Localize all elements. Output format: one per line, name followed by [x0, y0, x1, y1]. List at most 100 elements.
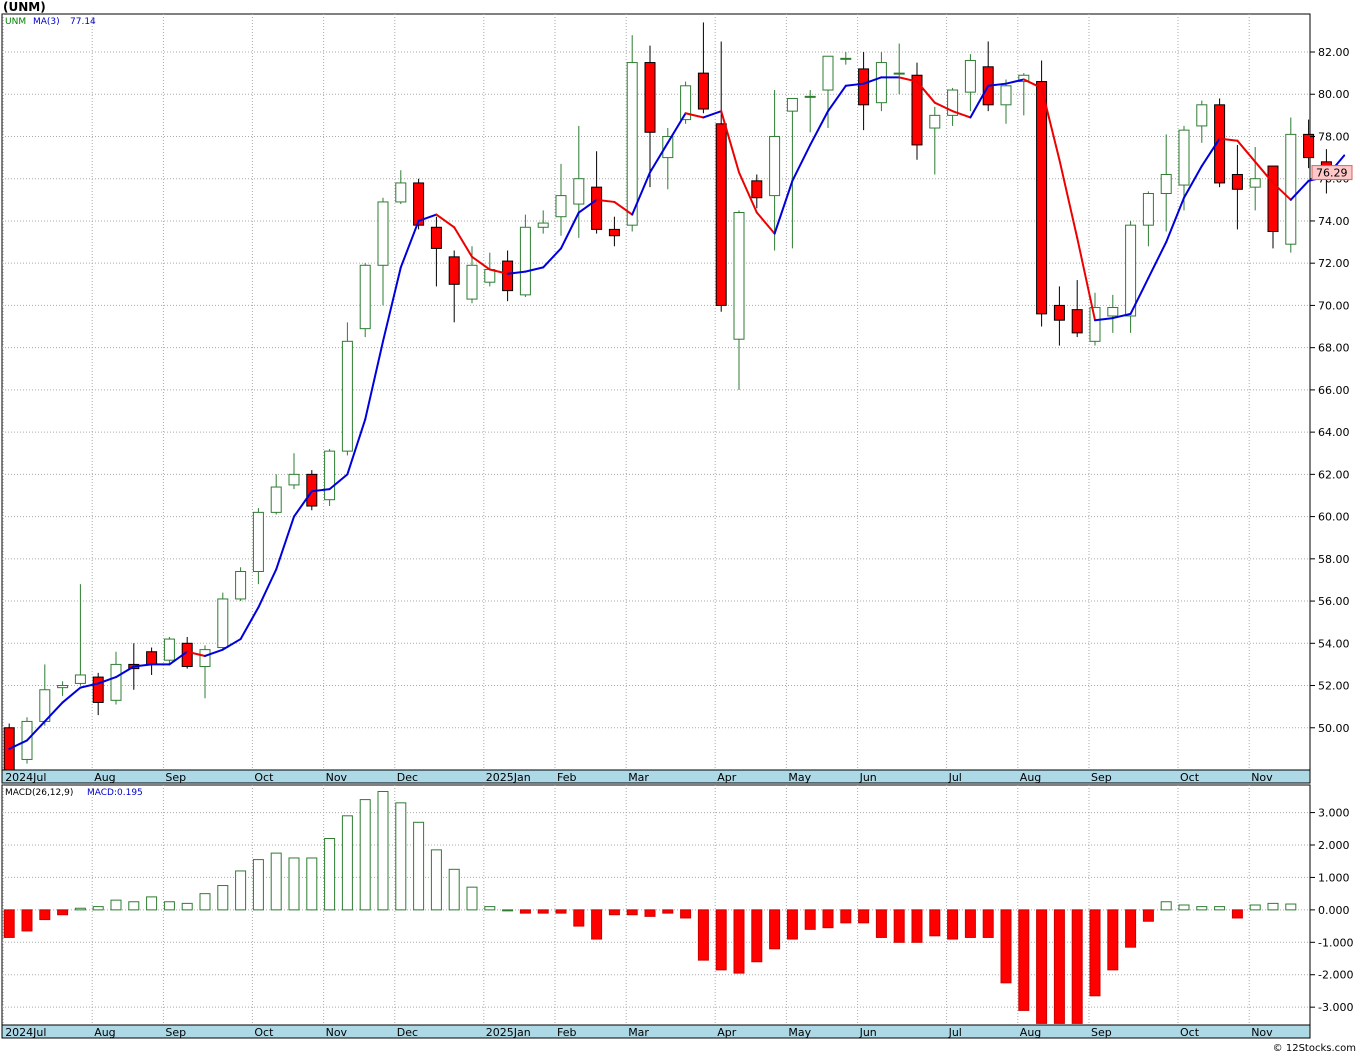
chart-title: (UNM) — [3, 0, 46, 14]
macd-bar — [235, 870, 247, 911]
macd-x-tick-label: Mar — [628, 1026, 649, 1039]
ma-segment — [506, 270, 527, 275]
candle-body — [502, 260, 514, 292]
macd-x-tick-label: Jun — [859, 1026, 877, 1039]
macd-bars — [3, 790, 1297, 1024]
candle — [1071, 280, 1083, 338]
candle-body — [199, 649, 211, 668]
price-y-tick-label: 50.00 — [1318, 722, 1350, 735]
ma-segment — [1165, 196, 1185, 244]
macd-bar — [680, 909, 692, 919]
macd-bar — [947, 909, 959, 940]
macd-bar — [697, 909, 709, 961]
ma-segment — [560, 211, 580, 250]
candle — [964, 54, 976, 112]
price-x-tick-label: Mar — [628, 771, 649, 784]
candle — [1214, 98, 1226, 188]
ma-segment — [328, 473, 349, 491]
ma-segment — [755, 211, 776, 235]
ma-segment — [595, 198, 616, 203]
macd-x-axis: 2024Jul Aug Sep Oct Nov Dec 2025Jan Feb Mar Apr Ma… — [5, 1026, 1273, 1039]
ma-segment — [204, 648, 224, 657]
macd-bar — [1107, 909, 1119, 971]
macd-bar — [573, 909, 585, 927]
ma-segment — [720, 110, 740, 174]
candle-body — [608, 228, 620, 237]
candle — [822, 55, 834, 129]
candle-body — [395, 182, 407, 203]
macd-bar — [982, 909, 994, 938]
candle — [1231, 144, 1243, 230]
candle-body — [644, 62, 656, 133]
ma-segment — [524, 266, 545, 273]
price-x-tick-label: Jul — [948, 771, 962, 784]
candle — [893, 43, 905, 95]
price-x-tick-label: Nov — [1251, 771, 1273, 784]
candle-body — [662, 135, 674, 159]
candle-body — [1178, 129, 1190, 186]
candle — [1249, 147, 1261, 211]
candle — [74, 584, 86, 686]
ma-segment — [8, 739, 28, 750]
ma-segment — [221, 638, 242, 651]
ma-segment — [969, 84, 990, 119]
macd-bar — [1089, 909, 1101, 997]
ma-segment — [1022, 78, 1043, 89]
price-plot-frame — [1, 13, 1311, 771]
macd-legend-name: MACD(26,12,9) — [5, 788, 73, 798]
legend-ma-value: 77.14 — [70, 17, 96, 27]
macd-panel: -3.000 -2.000 -1.000 0.000 1.000 2.000 3.000 2… — [1, 784, 1353, 1039]
macd-bar — [822, 909, 834, 929]
macd-bar — [555, 909, 567, 914]
macd-bar — [1053, 909, 1065, 1024]
ma-segment — [275, 515, 295, 571]
ma-segment — [791, 143, 812, 182]
price-y-tick-label: 82.00 — [1318, 46, 1350, 59]
ma-segment — [1005, 78, 1025, 85]
candle — [359, 263, 371, 338]
ma-segment — [1218, 137, 1239, 142]
candle — [341, 322, 353, 456]
price-x-tick-label: Aug — [1020, 771, 1041, 784]
candle — [751, 174, 763, 209]
candle — [858, 52, 870, 131]
macd-bar — [1285, 903, 1297, 911]
candle — [1196, 100, 1208, 143]
price-x-tick-label: Sep — [165, 771, 186, 784]
macd-bar — [39, 909, 51, 921]
candle-body — [786, 97, 798, 112]
candle — [1285, 117, 1297, 253]
candle-body — [359, 264, 371, 330]
macd-bar — [217, 885, 229, 911]
candle — [288, 453, 300, 490]
ma-segment — [1200, 137, 1221, 168]
candle-body — [1089, 307, 1101, 342]
ma-segment — [26, 720, 46, 742]
macd-bar — [502, 909, 514, 912]
candle-body — [697, 72, 709, 110]
ma-segment — [631, 171, 651, 216]
candle — [947, 87, 959, 126]
candle-body — [1249, 178, 1261, 188]
ma-segment — [1254, 160, 1274, 184]
candle-body — [893, 72, 905, 75]
candle-body — [57, 685, 69, 689]
price-y-tick-label: 60.00 — [1318, 511, 1350, 524]
ma-segment — [666, 112, 687, 144]
ma-segment — [382, 266, 402, 343]
ma-segment — [435, 213, 456, 229]
ma-segment — [1111, 312, 1132, 320]
candle — [840, 52, 852, 65]
ma-segment — [862, 76, 883, 85]
candle-body — [235, 570, 247, 600]
candle — [804, 90, 816, 133]
macd-bar — [1231, 909, 1243, 919]
macd-bar — [163, 901, 175, 911]
ma-segment — [542, 247, 562, 269]
candle — [929, 106, 941, 175]
macd-bar — [199, 893, 211, 911]
ma-segment — [1183, 165, 1203, 199]
candle-body — [341, 340, 353, 452]
macd-x-tick-label: 2025Jan — [486, 1026, 531, 1039]
price-y-tick-label: 54.00 — [1318, 637, 1350, 650]
